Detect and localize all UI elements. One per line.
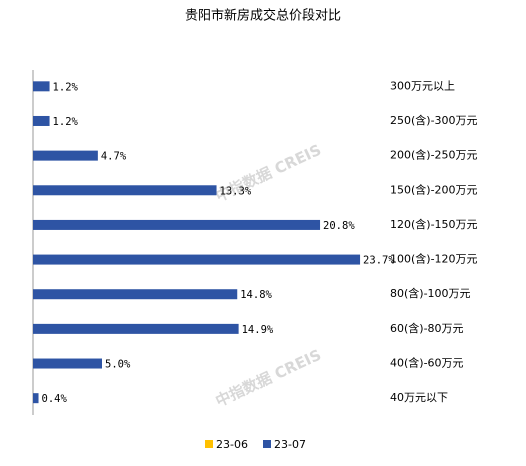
legend-label: 23-06	[216, 438, 248, 451]
value-label: 4.7%	[101, 151, 127, 163]
value-label: 1.2%	[53, 81, 79, 93]
category-label: 120(含)-150万元	[390, 217, 478, 231]
category-label: 300万元以上	[390, 79, 455, 92]
value-label: 5.0%	[105, 359, 131, 371]
value-label: 1.2%	[53, 116, 79, 128]
category-label: 200(含)-250万元	[390, 148, 478, 162]
bar	[33, 358, 102, 369]
legend-swatch	[205, 440, 213, 448]
value-label: 13.3%	[220, 185, 252, 197]
bar	[33, 254, 361, 265]
value-label: 14.8%	[240, 289, 272, 301]
legend-label: 23-07	[274, 438, 306, 451]
bar	[33, 150, 98, 161]
value-label: 14.9%	[242, 324, 274, 336]
category-label: 40万元以下	[390, 391, 448, 404]
category-label: 100(含)-120万元	[390, 252, 478, 266]
category-label: 80(含)-100万元	[390, 286, 471, 300]
bar	[33, 115, 50, 126]
category-label: 40(含)-60万元	[390, 356, 464, 370]
bar	[33, 323, 239, 334]
watermark: 中指数据 CREIS	[213, 346, 324, 411]
bar	[33, 393, 39, 404]
chart-title: 贵阳市新房成交总价段对比	[185, 8, 341, 24]
category-label: 250(含)-300万元	[390, 113, 478, 127]
legend-swatch	[263, 440, 271, 448]
category-label: 60(含)-80万元	[390, 321, 464, 335]
value-label: 20.8%	[323, 220, 355, 232]
bar	[33, 185, 217, 196]
bar	[33, 219, 321, 230]
category-label: 150(含)-200万元	[390, 182, 478, 196]
value-label: 0.4%	[42, 393, 68, 405]
value-label: 23.7%	[363, 255, 395, 267]
bar	[33, 289, 238, 300]
bar	[33, 81, 50, 92]
